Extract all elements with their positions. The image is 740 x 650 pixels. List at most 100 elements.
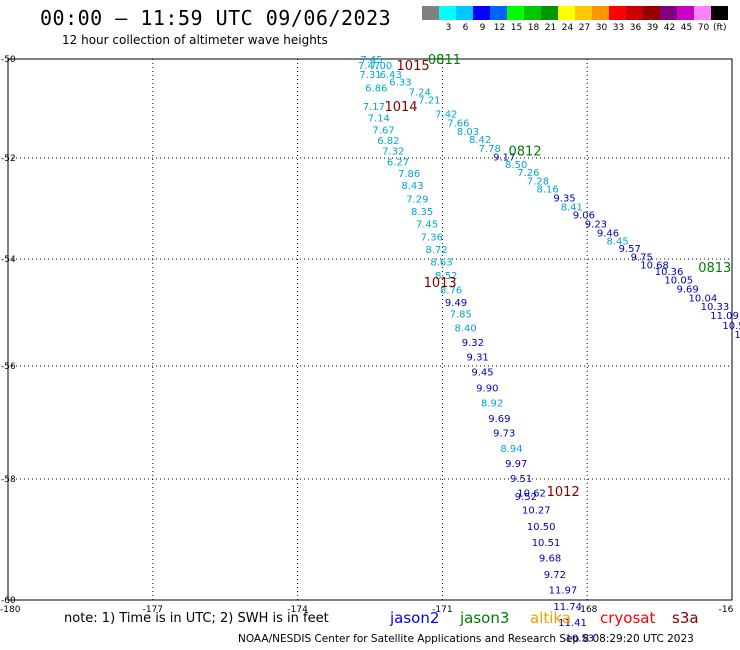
wave-height-label: 10.68	[640, 260, 669, 271]
wave-height-label: 11.41	[558, 618, 587, 629]
wave-height-label: 11.97	[549, 586, 578, 597]
map-axis-ticks: -180 -177 -174 -171 -168 -16 -50 -52 -54 -56 -58 -6…	[0, 55, 734, 615]
pass-time-label: 0811	[428, 53, 461, 68]
wave-height-label: 11.74	[553, 602, 582, 613]
colorbar-label: 15	[510, 23, 523, 33]
wave-height-label: 10.04	[689, 294, 718, 305]
wave-height-label: 9.23	[585, 220, 607, 231]
wave-height-label: 7.36	[421, 232, 443, 243]
wave-height-label: 11.09	[734, 330, 740, 341]
satellite-name: jason3	[460, 609, 510, 627]
wave-height-label: 11.09	[710, 311, 739, 322]
wave-height-label: 9.72	[544, 570, 566, 581]
wave-height-label: 9.73	[493, 429, 515, 440]
colorbar-label: 6	[462, 23, 469, 33]
wave-height-label: 6.33	[389, 77, 411, 88]
colorbar-label: 27	[578, 23, 591, 33]
colorbar-swatch	[609, 6, 626, 20]
wave-height-label: 7.45	[416, 220, 438, 231]
colorbar-swatch	[473, 6, 490, 20]
wave-height-label: 7.29	[406, 194, 428, 205]
wave-height-label: 10.05	[664, 275, 693, 286]
wave-height-label: 9.69	[676, 284, 698, 295]
colorbar-label: 39	[646, 23, 659, 33]
color-legend: 3 6 9 12 15 18 21 24 27 30 33 36 39 42 45 70 (ft)	[422, 6, 729, 34]
wave-height-label: 8.94	[500, 444, 522, 455]
wave-height-label: 9.68	[539, 554, 561, 565]
wave-height-label: 9.17	[493, 153, 515, 164]
wave-height-label: 8.92	[481, 399, 503, 410]
pass-time-label: 1015	[397, 59, 430, 74]
colorbar-swatch	[626, 6, 643, 20]
wave-height-label: 7.26	[517, 168, 539, 179]
wave-height-label: 9.69	[488, 414, 510, 425]
colorbar-label: 36	[629, 23, 642, 33]
colorbar-swatch	[507, 6, 524, 20]
wave-height-label: 10.50	[527, 522, 556, 533]
wave-height-label: 7.66	[447, 118, 469, 129]
colorbar-label: 45	[680, 23, 693, 33]
x-tick-label: -168	[577, 605, 598, 615]
colorbar-swatch	[643, 6, 660, 20]
colorbar-label: 21	[544, 23, 557, 33]
colorbar-label: 42	[663, 23, 676, 33]
colorbar-swatch	[694, 6, 711, 20]
colorbar-swatch	[660, 6, 677, 20]
satellite-name: altika	[530, 609, 572, 627]
wave-height-label: 8.35	[411, 207, 433, 218]
satellite-name: s3a	[672, 609, 699, 627]
y-tick-label: -52	[1, 154, 16, 164]
pass-time-label: 1014	[384, 100, 417, 115]
colorbar-swatch	[490, 6, 507, 20]
wave-height-label: 8.76	[440, 285, 462, 296]
wave-height-label: 7.45	[360, 55, 382, 66]
colorbar-label: 70	[697, 23, 710, 33]
colorbar-swatch	[541, 6, 558, 20]
colorbar-label: 33	[612, 23, 625, 33]
wave-height-label: 9.06	[573, 211, 595, 222]
wave-height-label: 7.21	[418, 96, 440, 107]
wave-height-label: 8.63	[430, 258, 452, 269]
wave-height-label: 7.00	[370, 61, 392, 72]
wave-height-label: 9.45	[471, 368, 493, 379]
wave-height-label: 7.86	[398, 169, 420, 180]
wave-height-label: 9.51	[510, 474, 532, 485]
y-tick-label: -56	[1, 362, 16, 372]
wave-height-label: 8.52	[435, 271, 457, 282]
wave-height-label: 7.24	[409, 88, 431, 99]
wave-height-label: 8.42	[469, 135, 491, 146]
x-tick-label: -174	[287, 605, 308, 615]
pass-time-label: 0812	[509, 145, 542, 160]
wave-height-label: 8.41	[561, 202, 583, 213]
y-tick-label: -58	[1, 475, 16, 485]
x-tick-label: -171	[432, 605, 452, 615]
map-frame	[7, 58, 733, 601]
wave-height-label: 7.32	[382, 147, 404, 158]
wave-height-label: 9.97	[505, 459, 527, 470]
wave-height-label: 10.50	[722, 321, 740, 332]
wave-height-label: 10.27	[522, 505, 551, 516]
wave-height-label: 9.57	[619, 244, 641, 255]
wave-height-label: 9.35	[553, 193, 575, 204]
wave-height-label: 9.31	[467, 352, 489, 363]
y-tick-label: -54	[1, 255, 16, 265]
wave-height-label: 7.85	[450, 310, 472, 321]
colorbar-label: 24	[561, 23, 574, 33]
colorbar-label: 3	[445, 23, 452, 33]
wave-height-label: 9.75	[631, 252, 653, 263]
colorbar-swatch	[575, 6, 592, 20]
wave-height-label: 7.78	[479, 144, 501, 155]
wave-height-label: 7.67	[372, 125, 394, 136]
colorbar-swatch	[711, 6, 728, 20]
wave-height-labels: 7.457.477.007.316.436.336.86 7.247.217.17…	[358, 55, 740, 650]
colorbar-label: 12	[493, 23, 506, 33]
wave-height-label: 8.40	[454, 323, 476, 334]
wave-height-label: 7.17	[363, 102, 385, 113]
wave-height-label: 9.52	[515, 492, 537, 503]
wave-height-label: 8.03	[457, 127, 479, 138]
colorbar-swatch	[592, 6, 609, 20]
pass-time-label: 1012	[547, 485, 580, 500]
colorbar-label: 30	[595, 23, 608, 33]
wave-height-label: 7.14	[368, 113, 390, 124]
colorbar-label: 9	[479, 23, 486, 33]
